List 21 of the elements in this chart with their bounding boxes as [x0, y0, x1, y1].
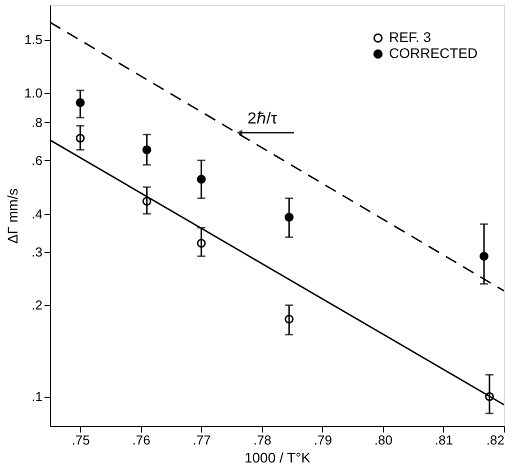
y-tick-label: .1	[32, 389, 42, 404]
y-tick-label: .4	[32, 206, 42, 222]
y-axis-title: ΔΓ mm/s	[4, 188, 20, 244]
annotation: 2ℏ/τ	[247, 110, 278, 128]
x-tick-label: .81	[434, 432, 454, 448]
x-tick-label: .82	[486, 432, 504, 448]
x-tick-label: .80	[374, 432, 392, 448]
y-tick-label: 1.5	[24, 32, 42, 48]
x-tick-label: .78	[253, 432, 272, 448]
x-tick-label: .75	[72, 432, 90, 448]
x-tick-label: .79	[314, 432, 332, 448]
x-tick-label: .76	[132, 432, 150, 448]
x-tick-label: .77	[192, 432, 211, 448]
y-tick-label: .3	[32, 244, 42, 260]
y-tick-label: 1.0	[24, 86, 42, 101]
y-tick-label: .8	[32, 114, 42, 130]
legend-label: CORRECTED	[389, 45, 478, 61]
x-axis-title: 1000 / T°K	[244, 450, 312, 466]
y-tick-label: .6	[32, 152, 42, 168]
y-tick-label: .2	[32, 298, 42, 313]
legend-label: REF. 3	[389, 29, 432, 45]
